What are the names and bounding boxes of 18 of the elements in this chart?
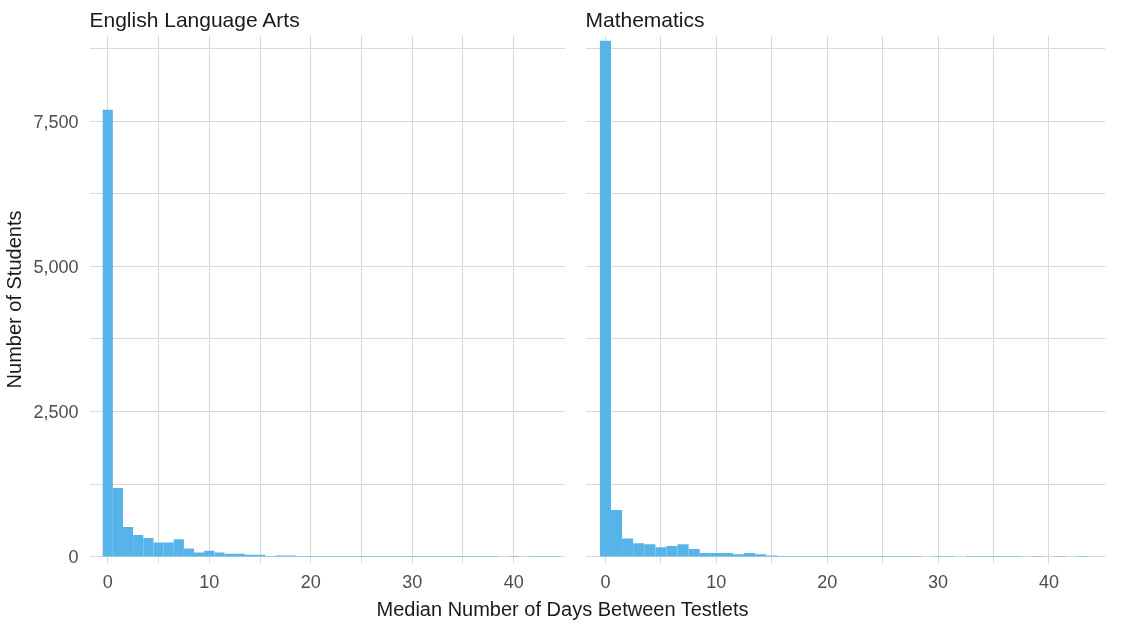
x-tick-label: 20 — [817, 571, 838, 592]
x-tick-label: 10 — [706, 571, 727, 592]
y-tick-label: 2,500 — [33, 401, 79, 422]
x-tick-label: 0 — [600, 571, 611, 592]
x-tick-label: 40 — [503, 571, 524, 592]
chart-title: English Language Arts — [89, 7, 300, 31]
x-axis-title: Median Number of Days Between Testlets — [376, 597, 749, 622]
x-tick-label: 30 — [402, 571, 423, 592]
y-tick-label: 0 — [68, 547, 79, 568]
y-tick-label: 5,000 — [33, 256, 79, 277]
y-axis-title: Number of Students — [3, 210, 26, 389]
x-tick-label: 40 — [1038, 571, 1059, 592]
x-tick-label: 30 — [928, 571, 949, 592]
y-tick-label: 7,500 — [33, 111, 79, 132]
x-tick-label: 10 — [199, 571, 220, 592]
x-tick-label: 0 — [102, 571, 113, 592]
chart-title: Mathematics — [585, 7, 705, 31]
x-tick-label: 20 — [300, 571, 321, 592]
